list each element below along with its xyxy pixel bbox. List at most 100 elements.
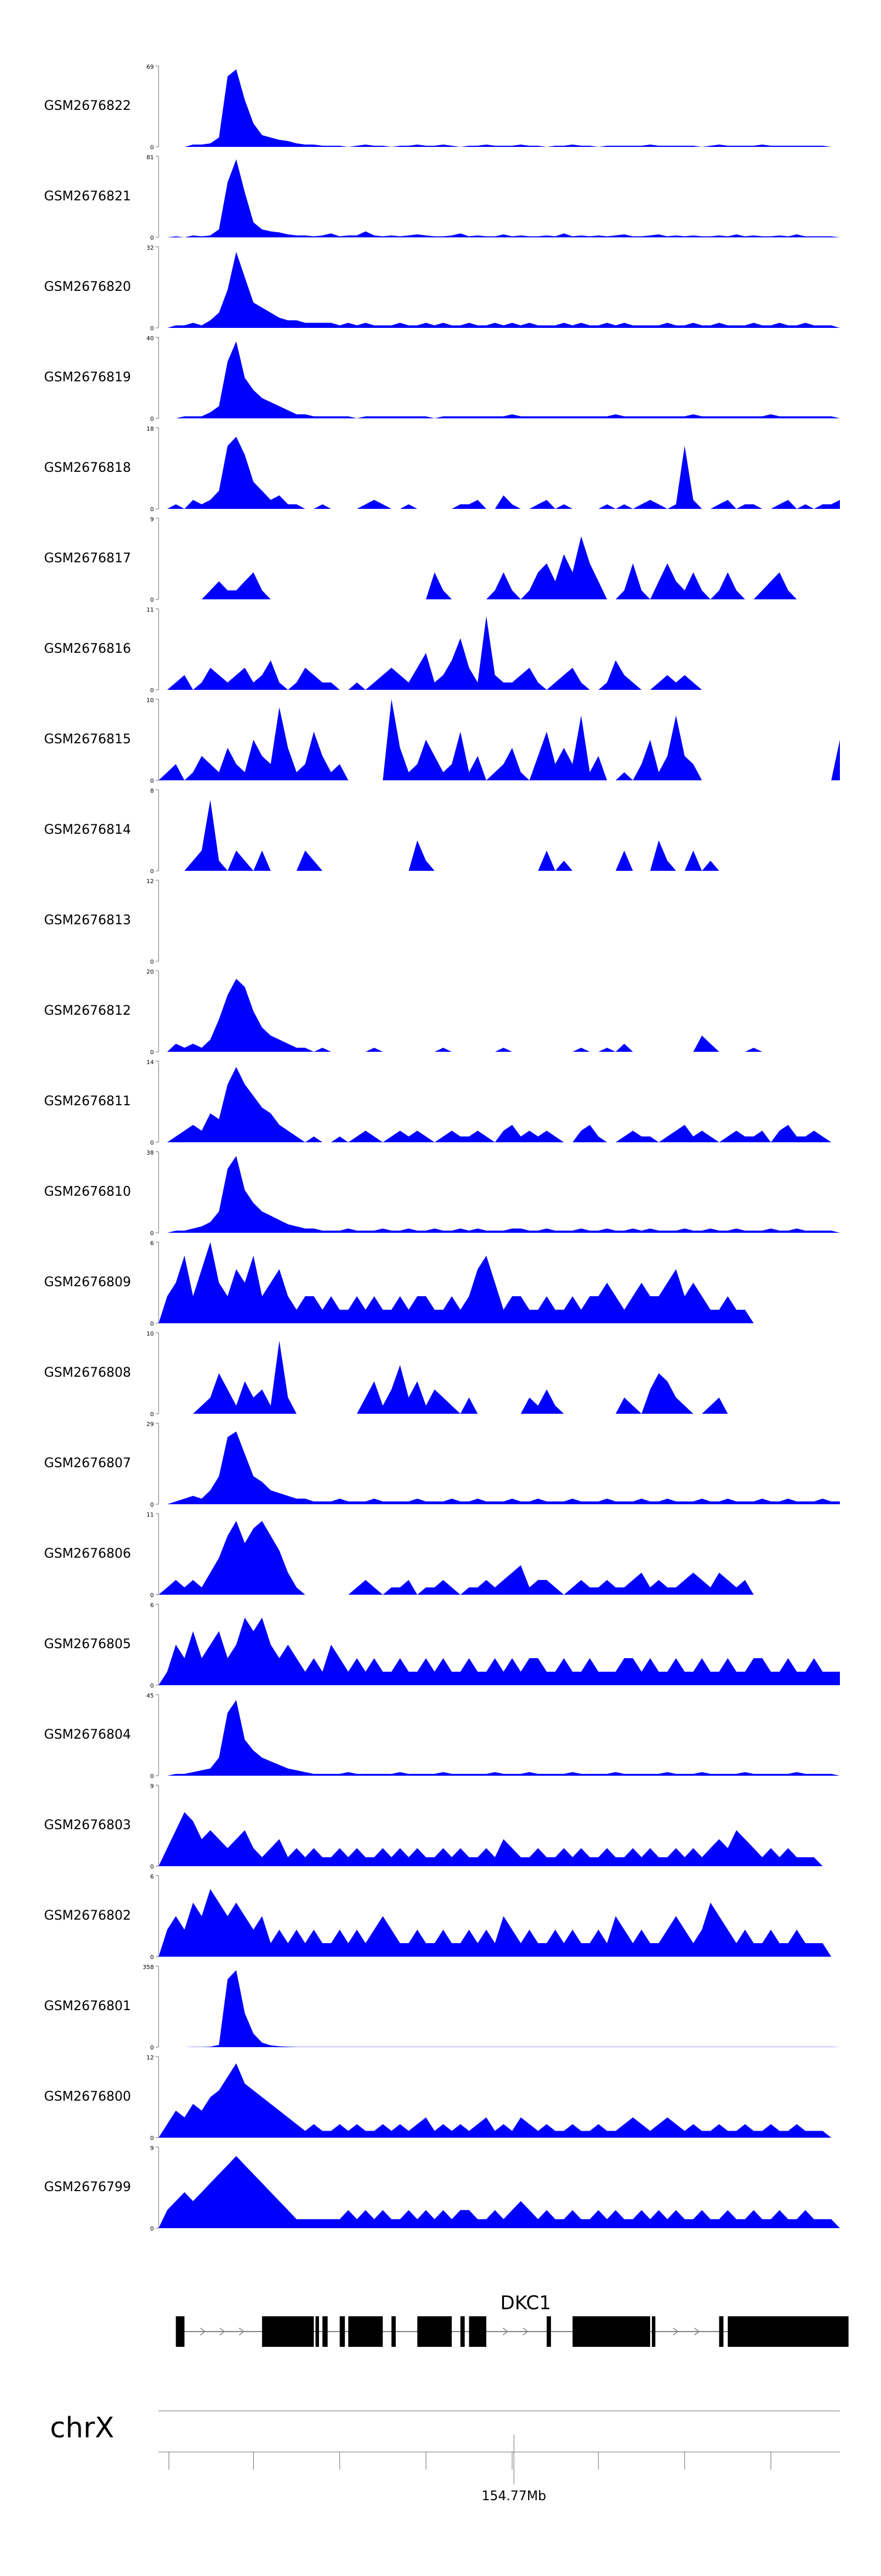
track-label: GSM2676810	[44, 1185, 131, 1199]
coverage-area	[159, 159, 840, 237]
exon-block	[460, 2316, 465, 2347]
y-zero-label: 0	[150, 1502, 154, 1508]
y-zero-label: 0	[150, 1230, 154, 1237]
y-zero-label: 0	[150, 235, 154, 242]
strand-arrow	[238, 2327, 245, 2336]
coverage-track: GSM2676819 40 0	[44, 336, 840, 422]
track-label: GSM2676822	[44, 99, 131, 113]
y-max-label: 14	[146, 1059, 154, 1066]
y-zero-label: 0	[150, 1140, 154, 1146]
y-max-label: 32	[146, 245, 154, 251]
exon-block	[315, 2316, 320, 2347]
y-max-label: 11	[146, 1512, 154, 1518]
y-zero-label: 0	[150, 145, 154, 151]
coverage-area	[159, 1889, 840, 1957]
coverage-area	[159, 1970, 840, 2047]
coverage-area	[159, 1066, 840, 1142]
y-zero-label: 0	[150, 1773, 154, 1780]
y-max-label: 10	[146, 1331, 154, 1337]
track-label: GSM2676814	[44, 823, 131, 837]
exon-block	[719, 2316, 724, 2347]
strand-arrow	[502, 2327, 509, 2336]
coverage-track: GSM2676817 9 0	[44, 516, 840, 603]
y-zero-label: 0	[150, 687, 154, 694]
coverage-area	[159, 1242, 840, 1323]
y-zero-label: 0	[150, 1592, 154, 1599]
strand-arrow	[672, 2327, 679, 2336]
track-label: GSM2676801	[44, 1999, 131, 2014]
y-zero-label: 0	[150, 1954, 154, 1961]
gene-track: DKC1	[176, 2292, 849, 2347]
coverage-track: GSM2676816 11 0	[44, 607, 840, 694]
coverage-area	[159, 800, 840, 871]
track-label: GSM2676808	[44, 1366, 131, 1380]
coverage-track: GSM2676802 6 0	[44, 1874, 840, 1961]
coverage-area	[159, 1812, 840, 1866]
exon-block	[572, 2316, 650, 2347]
y-max-label: 11	[146, 607, 154, 613]
coverage-track: GSM2676801 358 0	[44, 1964, 840, 2051]
coverage-area	[159, 341, 840, 418]
coverage-area	[159, 2063, 840, 2138]
strand-arrow	[219, 2327, 226, 2336]
coverage-area	[159, 1156, 840, 1233]
y-zero-label: 0	[150, 1864, 154, 1870]
coverage-area	[159, 1340, 840, 1414]
exon-block	[469, 2316, 486, 2347]
y-zero-label: 0	[150, 416, 154, 422]
y-max-label: 6	[150, 1240, 154, 1247]
strand-arrow	[523, 2327, 529, 2336]
coverage-track: GSM2676806 11 0	[44, 1512, 840, 1599]
coverage-area	[159, 437, 840, 509]
track-label: GSM2676807	[44, 1456, 131, 1471]
y-zero-label: 0	[150, 2226, 154, 2232]
coverage-track: GSM2676803 9 0	[44, 1783, 840, 1870]
coverage-area	[159, 1618, 840, 1685]
coverage-area	[159, 1431, 840, 1504]
strand-arrow	[200, 2327, 206, 2336]
coverage-area	[159, 699, 840, 780]
axis-position-label: 154.77Mb	[482, 2489, 546, 2504]
y-zero-label: 0	[150, 1411, 154, 1418]
track-label: GSM2676804	[44, 1728, 131, 1742]
exon-block	[262, 2316, 314, 2347]
chromosome-track: chrX 154.77Mb	[50, 2410, 840, 2504]
y-max-label: 81	[146, 155, 154, 161]
track-label: GSM2676812	[44, 1004, 131, 1018]
y-max-label: 20	[146, 969, 154, 975]
exon-block	[546, 2316, 552, 2347]
strand-arrow	[694, 2327, 700, 2336]
y-zero-label: 0	[150, 1683, 154, 1689]
coverage-tracks: GSM2676822690GSM2676821810GSM2676820320G…	[44, 64, 840, 2232]
track-label: GSM2676799	[44, 2180, 131, 2195]
y-max-label: 9	[150, 1783, 154, 1790]
y-max-label: 9	[150, 2145, 154, 2152]
exon-block	[339, 2316, 345, 2347]
y-max-label: 9	[150, 516, 154, 523]
track-label: GSM2676802	[44, 1908, 131, 1923]
track-label: GSM2676809	[44, 1275, 131, 1290]
coverage-track: GSM2676812 20 0	[44, 969, 840, 1056]
coverage-area	[159, 1700, 840, 1776]
coverage-track: GSM2676820 32 0	[44, 245, 840, 332]
coverage-track: GSM2676814 8 0	[44, 788, 840, 875]
track-label: GSM2676811	[44, 1094, 131, 1109]
coverage-area	[159, 978, 840, 1052]
exon-block	[728, 2316, 849, 2347]
y-max-label: 6	[150, 1602, 154, 1609]
y-zero-label: 0	[150, 868, 154, 875]
coverage-track: GSM2676813 12 0	[44, 878, 159, 965]
track-label: GSM2676817	[44, 551, 131, 566]
track-label: GSM2676806	[44, 1547, 131, 1561]
coverage-track: GSM2676807 29 0	[44, 1421, 840, 1508]
coverage-track: GSM2676821 81 0	[44, 155, 840, 242]
coverage-track: GSM2676822 69 0	[44, 64, 840, 151]
y-max-label: 12	[146, 2055, 154, 2061]
y-zero-label: 0	[150, 597, 154, 603]
exon-block	[322, 2316, 328, 2347]
exon-block	[417, 2316, 452, 2347]
coverage-track: GSM2676808 10 0	[44, 1331, 840, 1418]
coverage-track: GSM2676818 18 0	[44, 426, 840, 513]
y-max-label: 29	[146, 1421, 154, 1428]
